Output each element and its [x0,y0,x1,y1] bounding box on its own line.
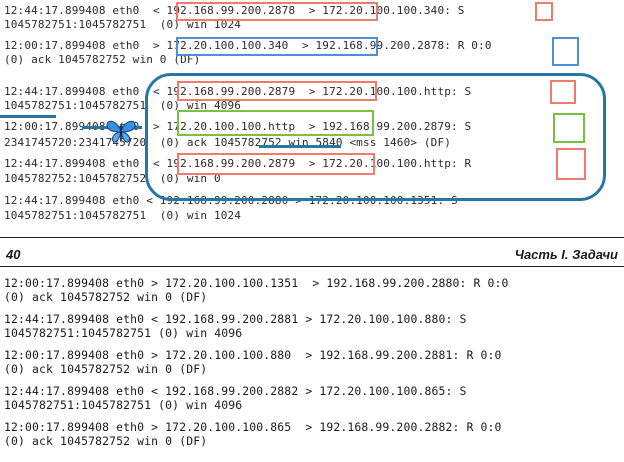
log-line: 12:44:17.899408 eth0 < 192.168.99.200.28… [4,384,467,398]
log-line: 12:00:17.899408 eth0 > 172.20.100.100.13… [4,276,509,290]
highlight-source-address [177,153,375,175]
log-line: 12:44:17.899408 eth0 < 192.168.99.200.28… [4,157,472,170]
highlight-syn-ack-flag [553,113,585,143]
log-line: (0) ack 1045782752 win 0 (DF) [4,434,208,448]
butterfly-icon [106,120,136,143]
handshake-oval [145,73,606,201]
log-line: 1045782751:1045782751 (0) win 4096 [4,99,242,112]
section-title: Часть I. Задачи [514,247,618,262]
highlight-source-address [176,2,378,21]
highlight-syn-flag [550,80,576,104]
log-line: (0) ack 1045782752 win 0 (DF) [4,362,208,376]
log-line: 1045782751:1045782751 (0) win 4096 [4,398,243,412]
log-line: 1045782751:1045782751 (0) win 1024 [4,18,242,31]
highlight-source-address [177,81,377,101]
log-line: 12:44:17.899408 eth0 < 192.168.99.200.28… [4,85,472,98]
log-line: 12:00:17.899408 eth0 > 172.20.100.100.34… [4,39,492,52]
highlight-server-address [177,110,374,136]
page-divider [0,237,624,238]
log-line: 12:44:17.899408 eth0 < 192.168.99.200.28… [4,312,467,326]
log-line: 1045782751:1045782751 (0) win 4096 [4,326,243,340]
header-underline [0,266,624,267]
log-line: 12:44:17.899408 eth0 < 192.168.99.200.28… [4,4,465,17]
log-line: 1045782751:1045782751 (0) win 1024 [4,209,242,222]
highlight-syn-flag [535,2,553,21]
highlight-destination-address [176,37,378,56]
log-line: (0) ack 1045782752 win 0 (DF) [4,290,208,304]
page-number: 40 [6,247,21,262]
log-line: (0) ack 1045782752 win 0 (DF) [4,53,201,66]
log-line: 12:00:17.899408 eth0 > 172.20.100.100.86… [4,420,502,434]
highlight-rst-flag [552,37,579,66]
highlight-rst-flag [556,148,586,180]
underline-mark [0,115,56,118]
log-line: 12:00:17.899408 eth0 > 172.20.100.100.88… [4,348,502,362]
underline-mark [259,145,341,148]
